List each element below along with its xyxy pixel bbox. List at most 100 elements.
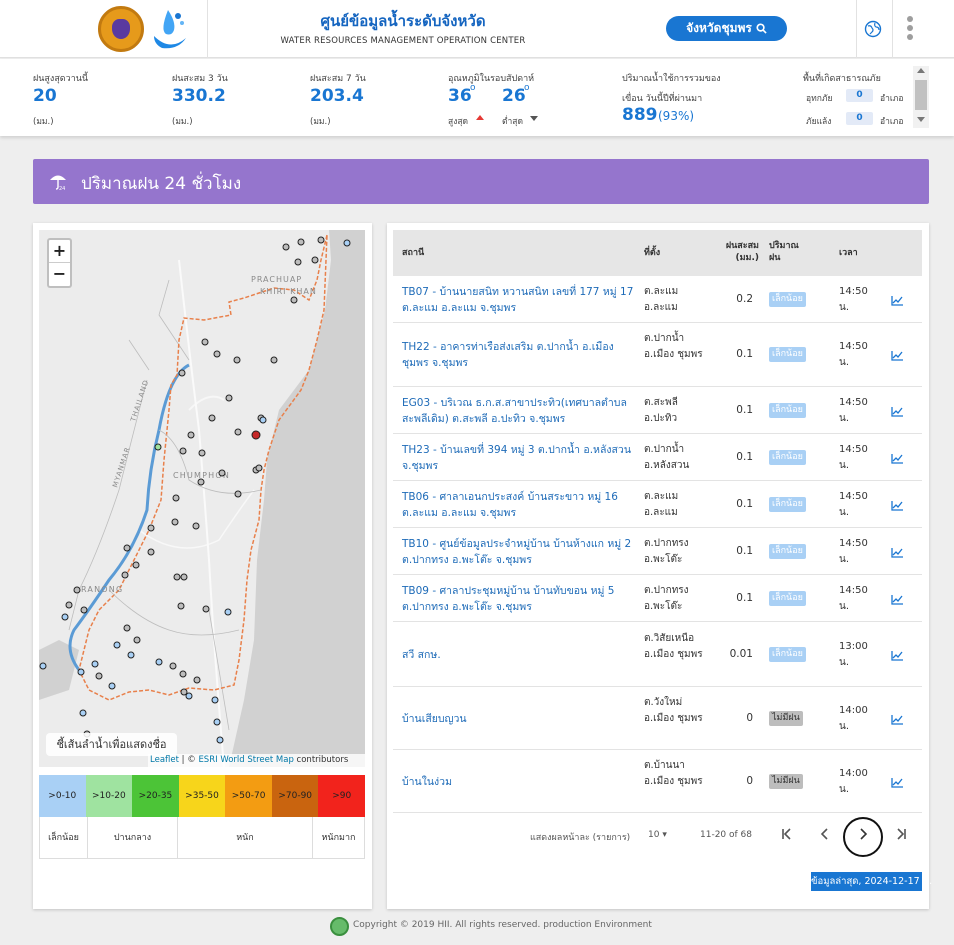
dam-label-line1: ปริมาณน้ำใช้การรวมของ bbox=[622, 74, 721, 84]
chart-icon[interactable] bbox=[891, 295, 904, 306]
map-canvas[interactable]: PRACHUAP KHIRI KHAN CHUMPHON RANONG MYAN… bbox=[39, 230, 365, 767]
report-time: 13:00 น. bbox=[839, 641, 868, 668]
station-link[interactable]: EG03 - บริเวณ ธ.ก.ส.สาขาประทิว(เทศบาลตำบ… bbox=[402, 397, 627, 426]
leaflet-link[interactable]: Leaflet bbox=[150, 755, 179, 765]
col-accumulated[interactable]: ฝนสะสม (มม.) bbox=[725, 241, 759, 264]
rain-level-badge: เล็กน้อย bbox=[769, 591, 806, 606]
latest-update-label: ข้อมูลล่าสุด, 2024-12-17 น. bbox=[811, 872, 932, 891]
header-divider bbox=[892, 0, 893, 58]
chart-icon[interactable] bbox=[891, 547, 904, 558]
station-link[interactable]: บ้านเสียบญวน bbox=[402, 713, 467, 725]
next-page-button[interactable] bbox=[853, 826, 873, 846]
col-amount[interactable]: ปริมาณฝน bbox=[769, 241, 799, 264]
arrow-down-icon bbox=[530, 116, 538, 121]
flood-label: อุทกภัย bbox=[806, 94, 833, 104]
map-attribution: Leaflet | © ESRI World Street Map contri… bbox=[148, 754, 365, 767]
first-page-button[interactable] bbox=[777, 826, 797, 846]
chart-icon[interactable] bbox=[891, 777, 904, 788]
more-menu-icon[interactable] bbox=[904, 16, 916, 42]
col-station[interactable]: สถานี bbox=[402, 248, 425, 258]
table-row: บ้านเสียบญวน ต.วังใหม่ อ.เมือง ชุมพร 0 ไม่ม… bbox=[393, 687, 922, 750]
prev-page-button[interactable] bbox=[815, 826, 835, 846]
report-time: 14:00 น. bbox=[839, 768, 868, 795]
rain-7d-value: 203.4 bbox=[310, 86, 364, 106]
rain-max-unit: (มม.) bbox=[33, 117, 54, 127]
station-location: ต.ปากน้ำ อ.เมือง ชุมพร bbox=[644, 333, 703, 360]
temp-low-degree: o bbox=[524, 83, 530, 93]
rain-value: 0.1 bbox=[736, 498, 753, 510]
station-markers[interactable] bbox=[39, 236, 351, 744]
per-page-label: แสดงผลหน้าละ (รายการ) bbox=[530, 833, 631, 843]
col-time[interactable]: เวลา bbox=[839, 248, 858, 258]
temp-high-value: 36 bbox=[448, 86, 472, 106]
chart-icon[interactable] bbox=[891, 500, 904, 511]
river-hint: ชี้เส้นลำน้ำเพื่อแสดงชื่อ bbox=[46, 733, 177, 756]
station-location: ต.ละแม อ.ละแม bbox=[644, 286, 679, 313]
globe-icon[interactable] bbox=[864, 20, 882, 38]
legend-range-2: >20-35 bbox=[132, 775, 179, 817]
chart-icon[interactable] bbox=[891, 350, 904, 361]
table-row: สวี สกษ. ต.วิสัยเหนือ อ.เมือง ชุมพร 0.01 เล… bbox=[393, 622, 922, 687]
section-title: ปริมาณฝน 24 ชั่วโมง bbox=[81, 174, 242, 194]
stats-scrollbar-thumb[interactable] bbox=[915, 80, 927, 110]
header-divider bbox=[207, 0, 208, 58]
temp-low-label: ต่ำสุด bbox=[502, 117, 524, 127]
rain-level-badge: ไม่มีฝน bbox=[769, 774, 803, 789]
rain-value: 0 bbox=[746, 775, 753, 787]
zoom-out-button[interactable]: − bbox=[52, 264, 67, 283]
temp-low-value: 26 bbox=[502, 86, 526, 106]
table-row: TB10 - ศูนย์ข้อมูลประจำหมู่บ้าน บ้านห้าง… bbox=[393, 528, 922, 575]
drought-unit: อำเภอ bbox=[880, 117, 904, 127]
flood-unit: อำเภอ bbox=[880, 94, 904, 104]
rain-level-badge: เล็กน้อย bbox=[769, 450, 806, 465]
table-row: TH22 - อาคารท่าเรือส่งเสริม ต.ปากน้ำ อ.เ… bbox=[393, 323, 922, 387]
drought-count-badge[interactable]: 0 bbox=[846, 112, 873, 125]
rain-value: 0.01 bbox=[729, 648, 753, 660]
station-link[interactable]: TB10 - ศูนย์ข้อมูลประจำหมู่บ้าน บ้านห้าง… bbox=[402, 538, 632, 567]
rain-map[interactable]: PRACHUAP KHIRI KHAN CHUMPHON RANONG MYAN… bbox=[39, 230, 365, 767]
level-light: เล็กน้อย bbox=[40, 817, 88, 859]
map-label-khirikhan: KHIRI KHAN bbox=[260, 287, 317, 296]
last-page-button[interactable] bbox=[891, 826, 911, 846]
station-link[interactable]: สวี สกษ. bbox=[402, 649, 441, 661]
chart-icon[interactable] bbox=[891, 453, 904, 464]
station-location: ต.บ้านนา อ.เมือง ชุมพร bbox=[644, 760, 703, 787]
rain-value: 0.1 bbox=[736, 545, 753, 557]
zoom-control: + − bbox=[47, 238, 72, 288]
rain-max-label: ฝนสูงสุดวานนี้ bbox=[33, 74, 89, 84]
page-range: 11-20 of 68 bbox=[700, 830, 753, 840]
station-location: ต.วิสัยเหนือ อ.เมือง ชุมพร bbox=[644, 633, 703, 660]
map-label-prachuap: PRACHUAP bbox=[251, 275, 302, 284]
chart-icon[interactable] bbox=[891, 714, 904, 725]
zoom-in-button[interactable]: + bbox=[49, 240, 70, 263]
chart-icon[interactable] bbox=[891, 650, 904, 661]
station-link[interactable]: TB06 - ศาลาเอนกประสงค์ บ้านสระขาว หมู่ 1… bbox=[402, 491, 618, 520]
report-time: 14:50 น. bbox=[839, 397, 868, 424]
station-link[interactable]: บ้านในง่วม bbox=[402, 776, 452, 788]
col-location[interactable]: ที่ตั้ง bbox=[644, 248, 661, 258]
rain-level-badge: เล็กน้อย bbox=[769, 347, 806, 362]
temp-high-label: สูงสุด bbox=[448, 117, 469, 127]
province-select-button[interactable]: จังหวัดชุมพร bbox=[666, 16, 787, 41]
scroll-down-icon[interactable] bbox=[917, 117, 925, 122]
rain-max-value: 20 bbox=[33, 86, 57, 106]
report-time: 14:50 น. bbox=[839, 585, 868, 612]
scroll-up-icon[interactable] bbox=[917, 68, 925, 73]
legend-range-4: >50-70 bbox=[225, 775, 272, 817]
chart-icon[interactable] bbox=[891, 594, 904, 605]
per-page-select[interactable]: 10 ▾ bbox=[648, 830, 667, 840]
esri-link[interactable]: ESRI World Street Map bbox=[198, 755, 294, 765]
chevron-right-icon bbox=[860, 828, 868, 840]
rain-7d-label: ฝนสะสม 7 วัน bbox=[310, 74, 366, 84]
station-link[interactable]: TB09 - ศาลาประชุมหมู่บ้าน บ้านทับขอน หมู… bbox=[402, 585, 615, 614]
station-link[interactable]: TB07 - บ้านนายสนิท หวานสนิท เลขที่ 177 ห… bbox=[402, 286, 634, 315]
header-divider bbox=[856, 0, 857, 58]
station-link[interactable]: TH22 - อาคารท่าเรือส่งเสริม ต.ปากน้ำ อ.เ… bbox=[402, 341, 614, 370]
report-time: 14:50 น. bbox=[839, 286, 868, 313]
station-link[interactable]: TH23 - บ้านเลขที่ 394 หมู่ 3 ต.ปากน้ำ อ.… bbox=[402, 444, 632, 473]
legend-range-6: >90 bbox=[318, 775, 366, 817]
table-row: บ้านในง่วม ต.บ้านนา อ.เมือง ชุมพร 0 ไม่มีฝน… bbox=[393, 750, 922, 813]
dam-value: 889 bbox=[622, 105, 658, 125]
chart-icon[interactable] bbox=[891, 406, 904, 417]
flood-count-badge[interactable]: 0 bbox=[846, 89, 873, 102]
